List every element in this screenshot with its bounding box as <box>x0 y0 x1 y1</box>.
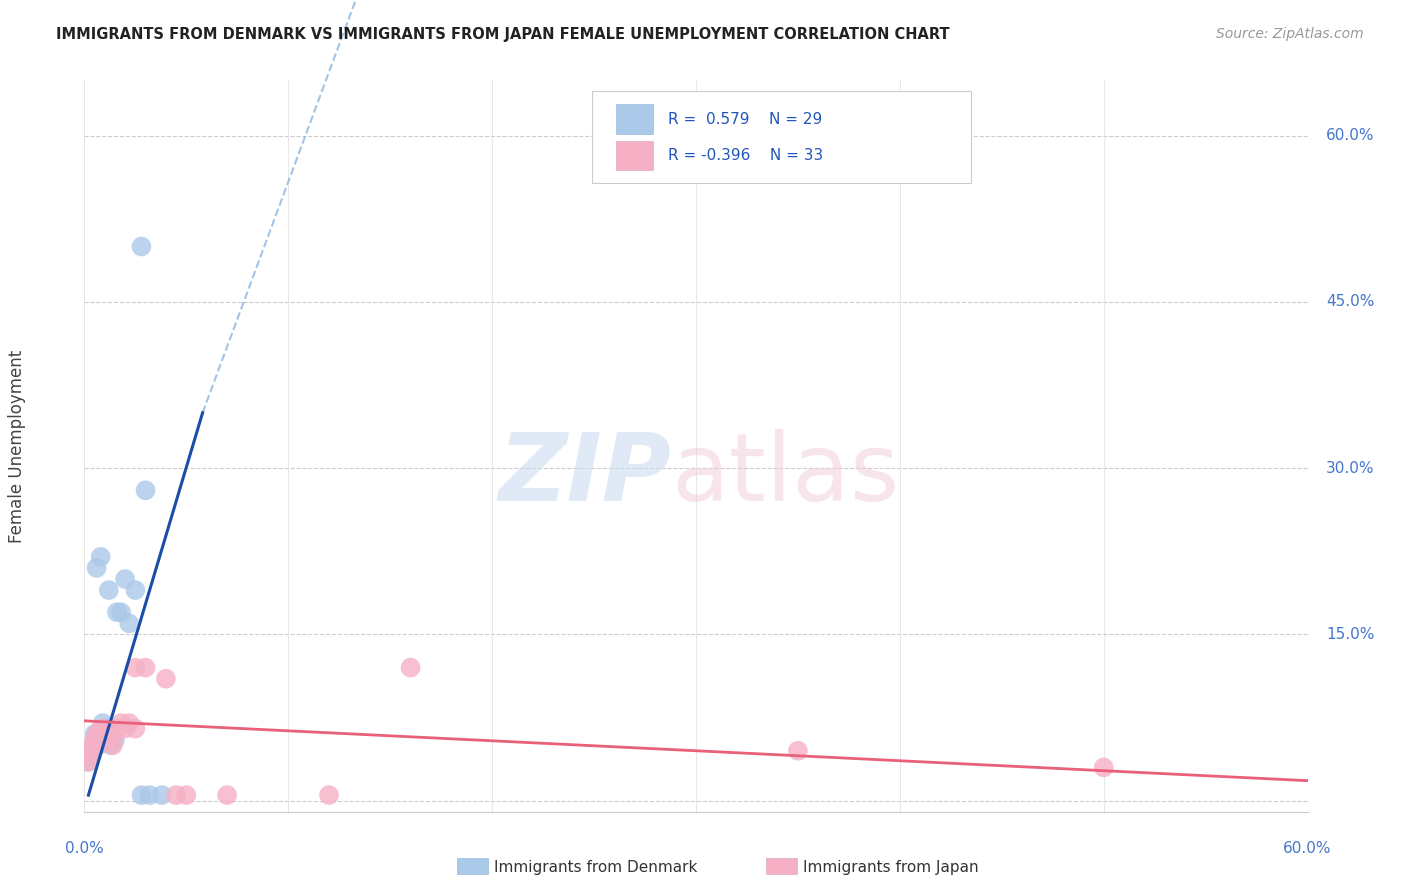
Point <box>318 788 340 802</box>
Point <box>114 722 136 736</box>
Text: Immigrants from Denmark: Immigrants from Denmark <box>494 860 697 874</box>
Point <box>217 788 239 802</box>
Bar <box>616 104 654 134</box>
Point <box>96 727 118 741</box>
Point <box>90 727 112 741</box>
Point <box>114 572 136 586</box>
Text: 60.0%: 60.0% <box>1284 841 1331 856</box>
Bar <box>616 141 654 170</box>
Point <box>97 727 120 741</box>
Point <box>90 727 112 741</box>
Point <box>86 727 108 741</box>
Point <box>91 722 114 736</box>
Point <box>97 727 120 741</box>
Point <box>399 660 422 674</box>
Point <box>110 716 132 731</box>
Text: 0.0%: 0.0% <box>65 841 104 856</box>
Text: R = -0.396    N = 33: R = -0.396 N = 33 <box>668 148 823 163</box>
Point <box>124 583 146 598</box>
Point <box>1092 760 1115 774</box>
Point <box>131 788 153 802</box>
Point <box>104 727 127 741</box>
Point <box>104 732 127 747</box>
Point <box>135 660 156 674</box>
Text: 60.0%: 60.0% <box>1326 128 1375 144</box>
Point <box>86 561 108 575</box>
Point <box>77 755 100 769</box>
Point <box>75 749 97 764</box>
Point <box>100 732 122 747</box>
Point <box>131 239 153 253</box>
Text: 45.0%: 45.0% <box>1326 294 1374 310</box>
Text: Immigrants from Japan: Immigrants from Japan <box>803 860 979 874</box>
Point <box>110 605 132 619</box>
Point <box>77 755 100 769</box>
Point <box>90 722 112 736</box>
Point <box>101 738 124 752</box>
Point <box>150 788 173 802</box>
Point <box>118 616 141 631</box>
Text: 30.0%: 30.0% <box>1326 460 1375 475</box>
Point <box>79 749 101 764</box>
Text: atlas: atlas <box>672 429 900 521</box>
Point <box>86 732 108 747</box>
Point <box>83 732 105 747</box>
Point <box>91 716 114 731</box>
Point <box>90 549 112 564</box>
Text: Source: ZipAtlas.com: Source: ZipAtlas.com <box>1216 27 1364 41</box>
Point <box>86 738 108 752</box>
Point <box>82 738 104 752</box>
Point <box>124 660 146 674</box>
Point <box>83 727 105 741</box>
Point <box>135 483 156 498</box>
Point <box>87 738 110 752</box>
Point <box>118 716 141 731</box>
Point <box>105 722 128 736</box>
Point <box>75 749 97 764</box>
Text: Female Unemployment: Female Unemployment <box>8 350 27 542</box>
Point <box>97 732 120 747</box>
Point <box>174 788 197 802</box>
Point <box>786 744 808 758</box>
Point <box>165 788 187 802</box>
Point <box>138 788 160 802</box>
Text: ZIP: ZIP <box>499 429 672 521</box>
Point <box>105 605 128 619</box>
Point <box>101 727 124 741</box>
Point <box>97 583 120 598</box>
Point <box>82 738 104 752</box>
Point <box>124 722 146 736</box>
Point <box>96 732 118 747</box>
Point <box>100 738 122 752</box>
Point <box>155 672 177 686</box>
Text: 15.0%: 15.0% <box>1326 627 1374 642</box>
Point <box>79 749 101 764</box>
FancyBboxPatch shape <box>592 91 972 183</box>
Text: IMMIGRANTS FROM DENMARK VS IMMIGRANTS FROM JAPAN FEMALE UNEMPLOYMENT CORRELATION: IMMIGRANTS FROM DENMARK VS IMMIGRANTS FR… <box>56 27 950 42</box>
Text: R =  0.579    N = 29: R = 0.579 N = 29 <box>668 112 823 127</box>
Point <box>93 727 115 741</box>
Point <box>93 722 115 736</box>
Point <box>87 732 110 747</box>
Point <box>105 722 128 736</box>
